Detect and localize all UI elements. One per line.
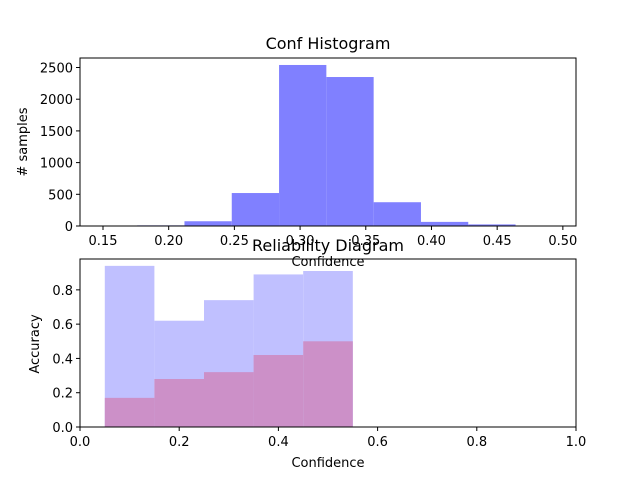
reliability-diagram: 0.0 0.2 0.4 0.6 0.8 1.0 0.0 0.2 0.4 0.6 0.8 Confi…	[28, 236, 586, 471]
histogram-x-ticks: 0.15 0.20 0.25 0.30 0.35 0.40 0.45 0.50	[89, 226, 577, 249]
histogram-x-tick-label: 0.45	[483, 234, 512, 249]
histogram-plot-frame	[79, 57, 577, 227]
reliability-bars	[104, 265, 353, 427]
histogram-bar	[373, 202, 421, 226]
conf-histogram: 0.15 0.20 0.25 0.30 0.35 0.40 0.45 0.50 0 500 100…	[16, 34, 577, 270]
reliability-overlay-bar	[204, 372, 254, 427]
histogram-y-tick-label: 0	[65, 220, 73, 235]
histogram-y-tick-label: 1000	[40, 157, 73, 172]
histogram-bar	[231, 193, 280, 226]
reliability-y-axis-label: Accuracy	[28, 314, 43, 374]
histogram-bar	[184, 221, 232, 226]
histogram-bar	[468, 224, 516, 226]
reliability-y-tick-label: 0.2	[52, 387, 73, 402]
reliability-y-tick-label: 0.6	[52, 318, 73, 333]
histogram-y-tick-label: 2500	[40, 62, 73, 77]
histogram-y-ticks: 0 500 1000 1500 2000 2500	[40, 62, 80, 235]
reliability-x-tick-label: 0.2	[169, 435, 190, 450]
reliability-overlay-bar	[104, 397, 155, 427]
reliability-y-tick-label: 0.0	[52, 421, 73, 436]
histogram-y-tick-label: 2000	[40, 93, 73, 108]
reliability-y-tick-label: 0.8	[52, 284, 73, 299]
reliability-x-tick-label: 0.0	[70, 435, 91, 450]
histogram-x-tick-label: 0.35	[351, 234, 380, 249]
histogram-x-tick-label: 0.20	[154, 234, 183, 249]
histogram-title: Conf Histogram	[266, 34, 391, 53]
reliability-x-tick-label: 1.0	[566, 435, 587, 450]
histogram-bars	[89, 64, 563, 227]
histogram-y-axis-label: # samples	[16, 107, 31, 176]
histogram-bar	[420, 221, 469, 226]
reliability-x-ticks: 0.0 0.2 0.4 0.6 0.8 1.0	[70, 427, 587, 450]
reliability-x-tick-label: 0.6	[367, 435, 388, 450]
histogram-bar	[326, 77, 374, 227]
reliability-x-tick-label: 0.4	[268, 435, 289, 450]
histogram-bar	[279, 64, 327, 226]
reliability-y-ticks: 0.0 0.2 0.4 0.6 0.8	[52, 284, 80, 436]
histogram-x-tick-label: 0.15	[89, 234, 118, 249]
histogram-y-tick-label: 1500	[40, 125, 73, 140]
reliability-y-tick-label: 0.4	[52, 352, 73, 367]
histogram-x-tick-label: 0.25	[220, 234, 249, 249]
reliability-overlay-bar	[303, 341, 353, 427]
reliability-x-axis-label: Confidence	[291, 456, 364, 471]
histogram-x-tick-label: 0.50	[548, 234, 577, 249]
histogram-x-tick-label: 0.30	[286, 234, 315, 249]
reliability-overlay-bar	[253, 355, 304, 427]
histogram-x-axis-label: Confidence	[291, 255, 364, 270]
histogram-y-tick-label: 500	[48, 188, 73, 203]
reliability-plot-frame	[79, 258, 577, 428]
histogram-x-tick-label: 0.40	[417, 234, 446, 249]
reliability-title: Reliability Diagram	[252, 236, 404, 255]
reliability-x-tick-label: 0.8	[466, 435, 487, 450]
reliability-overlay-bar	[154, 379, 204, 427]
